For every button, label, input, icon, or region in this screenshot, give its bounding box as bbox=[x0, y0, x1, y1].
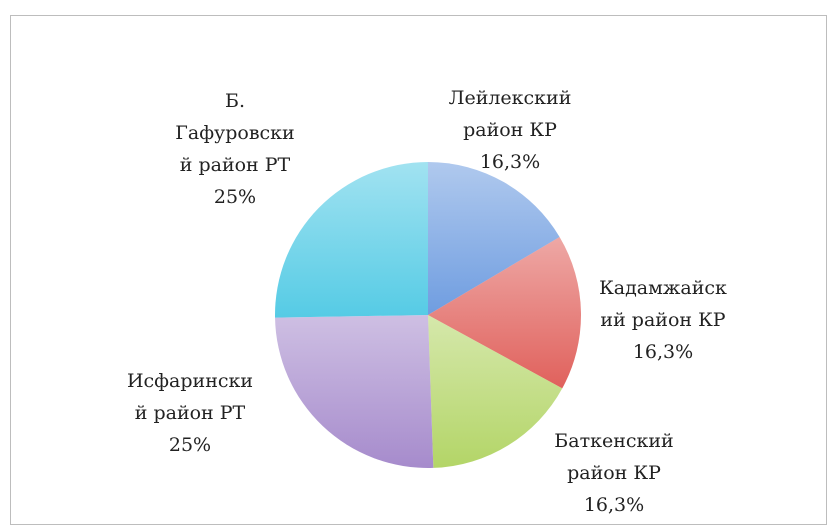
slice-label: Б. Гафуровский район РТ 25% bbox=[174, 85, 296, 213]
pie-slice bbox=[428, 236, 581, 389]
category-name: Исфаринский район РТ bbox=[126, 370, 254, 424]
value-label: 25% bbox=[168, 434, 212, 456]
category-name: Лейлекский район КР bbox=[448, 87, 572, 141]
value-label: 16,3% bbox=[632, 341, 694, 363]
value-label: 25% bbox=[213, 186, 257, 208]
category-name: Кадамжайский район КР bbox=[599, 277, 727, 331]
pie-slice bbox=[275, 315, 434, 468]
value-label: 16,3% bbox=[479, 151, 541, 173]
pie-slice bbox=[428, 162, 560, 315]
slice-label: Исфаринский район РТ 25% bbox=[126, 365, 254, 461]
category-name: Б. Гафуровский район РТ bbox=[175, 90, 295, 176]
slice-label: Баткенский район КР 16,3% bbox=[539, 425, 689, 521]
pie-slice bbox=[428, 315, 563, 468]
value-label: 16,3% bbox=[583, 494, 645, 516]
slice-label: Лейлекский район КР 16,3% bbox=[435, 82, 585, 178]
slice-label: Кадамжайский район КР 16,3% bbox=[599, 272, 727, 368]
category-name: Баткенский район КР bbox=[554, 430, 674, 484]
pie-slice bbox=[274, 162, 428, 318]
